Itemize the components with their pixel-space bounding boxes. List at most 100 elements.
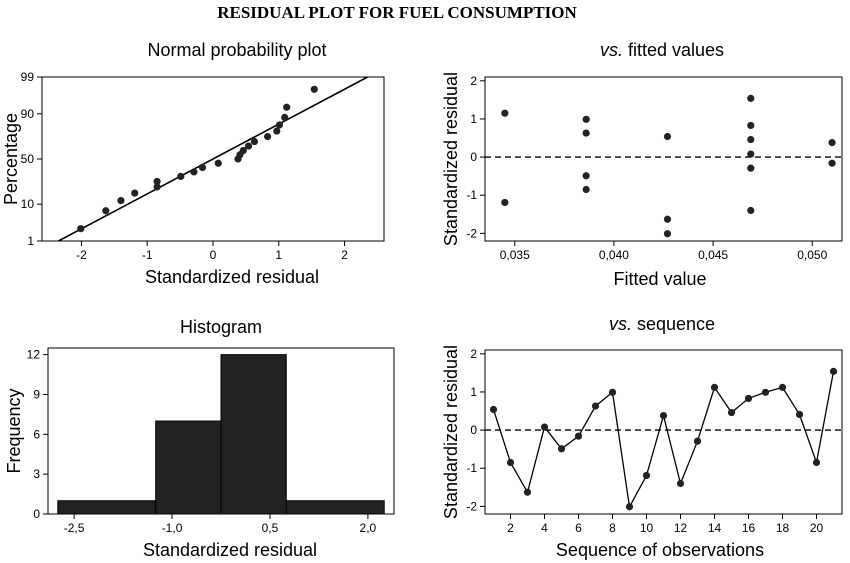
- y-tick-label: 6: [33, 427, 40, 441]
- data-point: [263, 132, 272, 141]
- data-point: [642, 471, 651, 480]
- x-tick-label: 14: [708, 521, 722, 535]
- data-point: [625, 503, 634, 511]
- x-tick-label: 6: [575, 521, 582, 535]
- figure-title: RESIDUAL PLOT FOR FUEL CONSUMPTION: [217, 3, 577, 22]
- y-axis-label: Frequency: [4, 388, 24, 473]
- x-tick-label: 0,5: [262, 521, 279, 535]
- x-tick-label: 0,035: [500, 248, 530, 262]
- y-tick-label: -2: [466, 499, 477, 513]
- data-point: [198, 163, 207, 172]
- y-axis-label: Standardized residual: [441, 72, 461, 246]
- residuals-vs-fitted-plot: vs. fitted values 0,035 0,040 0,045 0,050 -2 -…: [441, 40, 843, 289]
- x-axis-label: Sequence of observations: [556, 540, 764, 560]
- x-tick-label: 4: [541, 521, 548, 535]
- data-point: [747, 121, 755, 130]
- x-tick-label: 0,045: [698, 248, 728, 262]
- data-point: [489, 405, 498, 414]
- data-point: [747, 94, 755, 102]
- panel-title: vs. fitted values: [600, 40, 724, 60]
- x-tick-label: 18: [776, 521, 790, 535]
- histogram-bar: [155, 420, 222, 515]
- y-axis-label: Standardized residual: [441, 345, 461, 519]
- x-tick-label: -2: [76, 248, 87, 262]
- y-tick-label: 2: [470, 347, 477, 361]
- data-point: [812, 458, 821, 467]
- data-point: [747, 206, 755, 215]
- y-tick-label: 50: [21, 152, 35, 166]
- y-axis-label: Percentage: [1, 113, 21, 205]
- data-point: [747, 135, 755, 144]
- histogram-bar: [220, 354, 287, 515]
- data-point: [283, 103, 291, 111]
- data-point: [273, 127, 281, 135]
- x-tick-label: 20: [810, 521, 824, 535]
- panel-title: Normal probability plot: [147, 40, 326, 60]
- data-point: [190, 168, 198, 176]
- data-point: [608, 388, 617, 396]
- x-tick-label: 2,0: [360, 521, 377, 535]
- data-point: [275, 121, 284, 129]
- data-point: [659, 412, 668, 420]
- x-tick-label: -1,0: [162, 521, 183, 535]
- panel-title: vs. sequence: [609, 314, 715, 334]
- data-point: [663, 132, 672, 141]
- data-point: [131, 189, 139, 197]
- y-tick-label: 1: [27, 234, 34, 248]
- data-point: [582, 172, 590, 180]
- data-point: [117, 196, 125, 205]
- y-tick-label: 2: [470, 74, 477, 88]
- y-tick-label: 0: [33, 507, 40, 521]
- x-tick-label: 10: [640, 521, 654, 535]
- x-tick-label: -2,5: [64, 521, 85, 535]
- x-tick-label: -1: [142, 248, 153, 262]
- y-tick-label: 10: [21, 197, 35, 211]
- data-point: [591, 402, 600, 410]
- x-tick-label: 1: [275, 248, 282, 262]
- data-point: [676, 479, 685, 488]
- data-point: [244, 142, 253, 150]
- data-point: [102, 207, 110, 215]
- data-point: [744, 394, 753, 403]
- data-point: [747, 150, 755, 158]
- x-tick-label: 8: [609, 521, 616, 535]
- y-tick-label: 99: [21, 70, 35, 84]
- data-point: [828, 139, 836, 147]
- panel-title-italic: vs.: [600, 40, 623, 60]
- x-tick-label: 2: [341, 248, 348, 262]
- histogram-bar: [57, 500, 157, 515]
- data-point: [795, 410, 804, 419]
- histogram-plot: Histogram -2,5 -1,0 0,5 2,0 0 3 6 9 12 Standardize…: [4, 317, 395, 560]
- y-tick-label: -1: [466, 188, 477, 202]
- data-point: [710, 383, 719, 391]
- data-point: [239, 146, 247, 155]
- x-tick-label: 0,040: [599, 248, 629, 262]
- data-point: [501, 109, 509, 117]
- data-point: [153, 183, 161, 191]
- data-point: [557, 445, 566, 453]
- data-point: [540, 423, 549, 431]
- y-tick-label: 9: [33, 387, 40, 401]
- plot-frame: [484, 349, 843, 515]
- data-point: [214, 159, 222, 167]
- panel-title: Histogram: [180, 317, 262, 337]
- data-point: [747, 164, 755, 172]
- x-tick-label: 16: [742, 521, 756, 535]
- x-tick-label: 12: [674, 521, 688, 535]
- normal-probability-plot: Normal probability plot 1 10 50 90 99 -2 -1 0 1 2 S…: [1, 40, 385, 287]
- data-point: [574, 432, 583, 440]
- x-tick-label: 0: [210, 248, 217, 262]
- data-point: [828, 159, 836, 167]
- data-point: [761, 388, 770, 396]
- data-point: [177, 172, 185, 181]
- normal-fit-line: [58, 77, 368, 241]
- data-point: [250, 137, 259, 146]
- y-tick-label: -1: [466, 461, 477, 475]
- panel-title-text: Histogram: [180, 317, 262, 337]
- y-tick-label: 1: [470, 385, 477, 399]
- data-point: [281, 113, 289, 122]
- panel-title-text: Normal probability plot: [147, 40, 326, 60]
- y-tick-label: 1: [470, 112, 477, 126]
